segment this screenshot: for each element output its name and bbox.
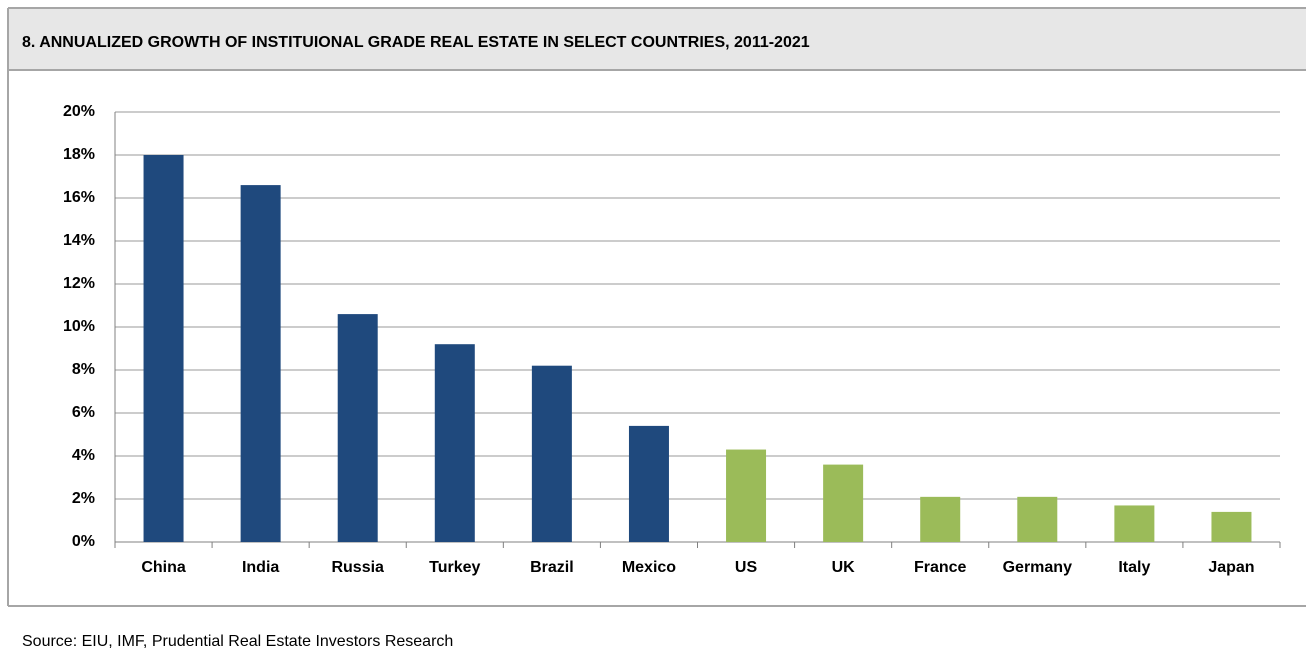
x-tick-label: Mexico <box>622 559 676 576</box>
bar <box>628 425 669 542</box>
y-tick-label: 0% <box>72 533 95 550</box>
x-tick-label: Japan <box>1208 559 1254 576</box>
y-tick-label: 8% <box>72 361 95 378</box>
x-tick-label: China <box>141 559 186 576</box>
x-tick-label: US <box>735 559 758 576</box>
chart-title: 8. ANNUALIZED GROWTH OF INSTITUIONAL GRA… <box>22 34 810 51</box>
y-tick-label: 6% <box>72 404 95 421</box>
x-tick-label: Brazil <box>530 559 574 576</box>
y-tick-label: 12% <box>63 275 95 292</box>
bar <box>531 365 572 542</box>
x-tick-label: UK <box>832 559 856 576</box>
y-tick-label: 14% <box>63 232 95 249</box>
bar <box>823 464 864 542</box>
bar <box>434 344 475 542</box>
y-tick-label: 4% <box>72 447 95 464</box>
bar <box>726 449 767 542</box>
x-tick-label: Turkey <box>429 559 480 576</box>
header-band <box>8 8 1306 70</box>
source-note: Source: EIU, IMF, Prudential Real Estate… <box>22 633 453 650</box>
bar <box>920 496 961 542</box>
x-tick-label: Italy <box>1118 559 1150 576</box>
y-tick-label: 10% <box>63 318 95 335</box>
y-tick-label: 20% <box>63 103 95 120</box>
y-tick-label: 2% <box>72 490 95 507</box>
x-tick-label: India <box>242 559 279 576</box>
x-tick-label: France <box>914 559 967 576</box>
y-tick-label: 16% <box>63 189 95 206</box>
x-tick-label: Russia <box>331 559 384 576</box>
bar <box>240 185 281 542</box>
bar <box>1114 505 1155 542</box>
bar <box>337 314 378 542</box>
bar <box>143 155 184 542</box>
x-tick-label: Germany <box>1003 559 1072 576</box>
bar <box>1017 496 1058 542</box>
bar <box>1211 511 1252 542</box>
y-tick-label: 18% <box>63 146 95 163</box>
